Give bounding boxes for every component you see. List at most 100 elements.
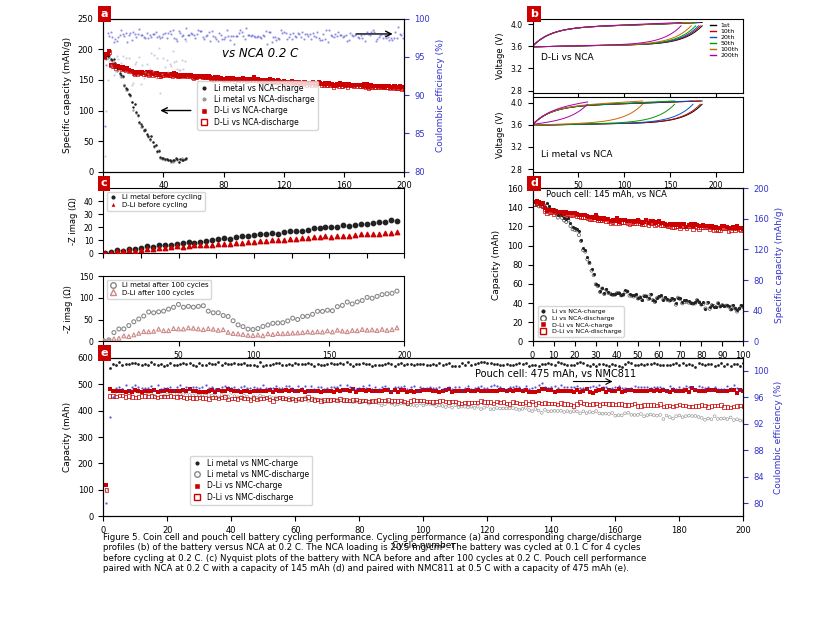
Point [730, 360, 743, 369]
Point [135, 245, 148, 255]
Point [144, 64, 157, 74]
Point [604, 289, 617, 299]
Point [726, 222, 739, 232]
Point [151, 32, 164, 42]
Point [243, 30, 256, 40]
Point [235, 359, 248, 369]
Point [269, 394, 282, 404]
Point [151, 68, 164, 78]
Point [646, 295, 659, 305]
Point [148, 70, 161, 79]
Point [420, 360, 433, 370]
Point [359, 383, 373, 392]
Point [663, 219, 676, 229]
Point [189, 390, 202, 400]
Point [238, 394, 251, 404]
Point [193, 72, 206, 82]
Point [555, 208, 568, 218]
Point [276, 360, 289, 370]
Point [347, 79, 360, 89]
Point [177, 155, 190, 165]
Point [135, 391, 149, 401]
Point [135, 66, 149, 76]
Point [345, 325, 358, 335]
Point [230, 31, 244, 41]
Point [296, 79, 309, 89]
Point [581, 252, 594, 262]
Point [661, 221, 674, 231]
Point [190, 29, 203, 39]
Point [254, 32, 267, 42]
Point [368, 360, 382, 369]
Point [560, 217, 573, 227]
Point [701, 386, 714, 396]
Point [579, 247, 592, 256]
Point [420, 385, 433, 395]
Point [235, 74, 249, 84]
Point [330, 385, 344, 395]
Point [600, 216, 613, 226]
Point [271, 329, 284, 338]
Point [152, 71, 165, 81]
Point [522, 361, 535, 371]
Point [487, 386, 501, 396]
Point [231, 394, 244, 404]
Point [102, 46, 116, 56]
Point [161, 70, 174, 79]
Point [305, 394, 318, 404]
Point [496, 397, 510, 407]
Point [650, 410, 663, 420]
Point [307, 78, 320, 88]
Point [593, 287, 606, 297]
Point [602, 399, 615, 409]
Point [254, 75, 267, 85]
Point [202, 71, 216, 81]
Point [296, 78, 309, 88]
Point [378, 385, 392, 395]
Point [720, 301, 733, 310]
Point [676, 222, 689, 232]
Point [100, 498, 113, 508]
Point [462, 381, 475, 391]
Point [585, 266, 598, 276]
Point [180, 393, 193, 403]
Point [562, 215, 575, 225]
Point [342, 35, 355, 45]
Point [349, 397, 363, 407]
Point [329, 79, 342, 89]
Point [126, 27, 140, 37]
Point [150, 73, 163, 83]
Point [605, 383, 619, 393]
Point [308, 395, 321, 405]
Point [196, 32, 209, 42]
Point [532, 361, 545, 371]
Point [368, 81, 381, 91]
Point [351, 32, 364, 42]
Point [625, 219, 638, 229]
Point [223, 35, 236, 45]
Point [285, 76, 298, 86]
Point [281, 316, 294, 326]
Point [349, 30, 362, 40]
Point [375, 29, 388, 39]
Point [721, 386, 734, 396]
Point [135, 243, 148, 253]
Point [238, 381, 251, 391]
Point [382, 35, 396, 45]
Point [542, 399, 555, 409]
Point [286, 328, 299, 338]
Point [340, 386, 354, 396]
Point [160, 360, 173, 370]
Point [147, 327, 160, 337]
Point [180, 383, 193, 392]
Point [396, 33, 410, 43]
Point [583, 407, 596, 417]
Point [218, 391, 231, 401]
Point [115, 70, 128, 80]
Point [433, 396, 446, 406]
Point [629, 291, 643, 301]
Point [520, 397, 533, 407]
Point [206, 76, 220, 86]
Point [145, 389, 158, 399]
Point [574, 235, 587, 245]
